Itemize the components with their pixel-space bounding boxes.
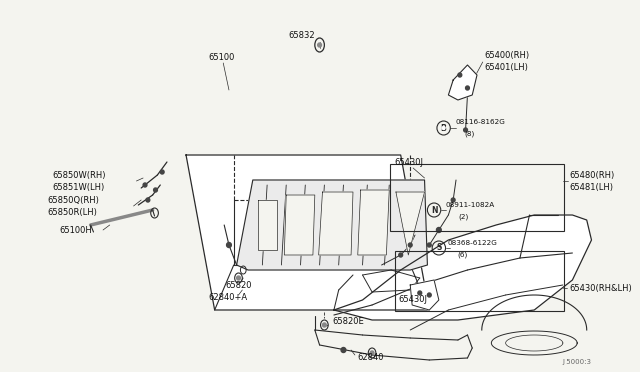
Text: 65430(RH&LH): 65430(RH&LH) <box>570 283 632 292</box>
Circle shape <box>436 228 441 232</box>
Text: 65400(RH): 65400(RH) <box>484 51 530 60</box>
Text: 08911-1082A: 08911-1082A <box>445 202 495 208</box>
Circle shape <box>442 126 445 129</box>
Text: 65850W(RH): 65850W(RH) <box>52 170 106 180</box>
Text: 08116-8162G: 08116-8162G <box>455 119 505 125</box>
Polygon shape <box>410 280 439 310</box>
Text: 65481(LH): 65481(LH) <box>570 183 614 192</box>
Circle shape <box>146 198 150 202</box>
Circle shape <box>418 291 422 295</box>
Circle shape <box>237 276 241 280</box>
Text: 65851W(LH): 65851W(LH) <box>52 183 105 192</box>
Circle shape <box>370 351 374 355</box>
Text: 65401(LH): 65401(LH) <box>484 62 529 71</box>
Text: 08368-6122G: 08368-6122G <box>447 240 497 246</box>
Circle shape <box>227 243 231 247</box>
Circle shape <box>451 198 455 202</box>
Text: 65480(RH): 65480(RH) <box>570 170 615 180</box>
Polygon shape <box>358 190 389 255</box>
Text: 65832: 65832 <box>288 31 315 39</box>
Text: 62840: 62840 <box>358 353 384 362</box>
Circle shape <box>323 323 326 327</box>
Polygon shape <box>334 215 591 320</box>
Text: 65820E: 65820E <box>332 317 364 327</box>
Text: 65850R(LH): 65850R(LH) <box>48 208 97 217</box>
Circle shape <box>428 243 431 247</box>
Text: 62840+A: 62840+A <box>208 294 247 302</box>
Polygon shape <box>284 195 315 255</box>
Text: 65430J: 65430J <box>399 295 428 305</box>
Circle shape <box>341 347 346 353</box>
Polygon shape <box>257 200 276 250</box>
Text: (6): (6) <box>457 252 467 258</box>
Polygon shape <box>237 180 428 270</box>
Circle shape <box>160 170 164 174</box>
Circle shape <box>399 253 403 257</box>
Polygon shape <box>449 65 477 100</box>
Circle shape <box>465 86 469 90</box>
Circle shape <box>428 293 431 297</box>
Circle shape <box>458 73 461 77</box>
Text: 65100H: 65100H <box>59 225 92 234</box>
Polygon shape <box>396 192 424 255</box>
Text: N: N <box>431 205 437 215</box>
Polygon shape <box>186 155 429 310</box>
Text: (8): (8) <box>465 131 475 137</box>
Text: B: B <box>441 124 447 132</box>
Circle shape <box>154 188 157 192</box>
Circle shape <box>143 183 147 187</box>
Circle shape <box>317 43 321 47</box>
Text: 65850Q(RH): 65850Q(RH) <box>48 196 100 205</box>
Text: S: S <box>436 244 442 253</box>
Text: 65100: 65100 <box>208 52 234 61</box>
Text: (2): (2) <box>458 214 468 220</box>
Circle shape <box>408 243 412 247</box>
Text: J 5000:3: J 5000:3 <box>563 359 591 365</box>
Circle shape <box>463 128 467 132</box>
Text: 65820: 65820 <box>225 280 252 289</box>
Polygon shape <box>319 192 353 255</box>
Text: 65430J: 65430J <box>394 157 423 167</box>
